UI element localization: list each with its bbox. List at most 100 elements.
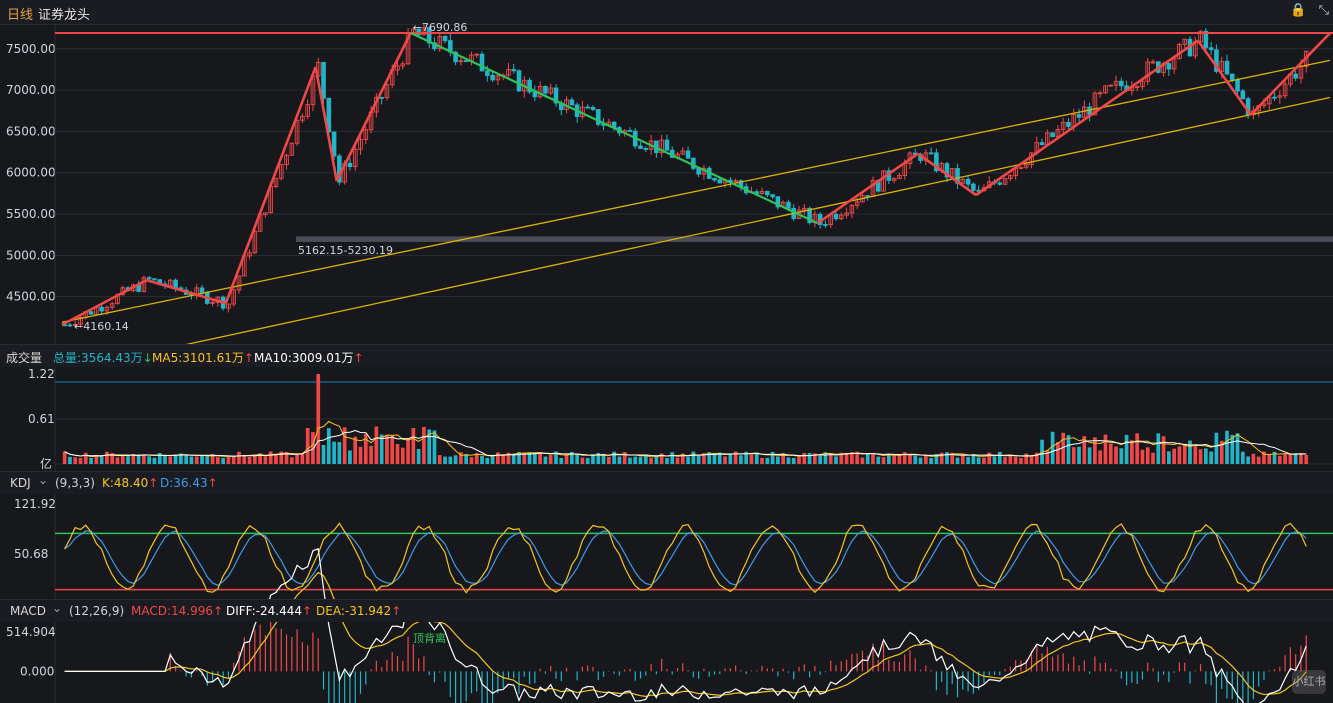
- candle-body: [1208, 47, 1214, 51]
- macd-dea-line: [64, 571, 1307, 698]
- volume-bar: [1277, 455, 1282, 464]
- volume-bar: [1114, 446, 1118, 464]
- volume-bar: [1119, 448, 1124, 464]
- volume-bar: [992, 456, 997, 464]
- candle-body: [897, 175, 902, 180]
- volume-bar: [686, 456, 690, 464]
- title-bar: 日线 证券龙头 🔒 ⤡: [0, 0, 1333, 25]
- volume-bar: [1293, 453, 1298, 464]
- macd-diff-line: [64, 548, 1307, 703]
- volume-bar: [184, 454, 188, 464]
- volume-bar: [723, 456, 727, 464]
- volume-bar: [120, 455, 125, 464]
- volume-bar: [638, 457, 643, 464]
- candle-body: [659, 139, 664, 154]
- macd-dea: DEA:-31.942↑: [316, 604, 401, 618]
- candle-body: [300, 115, 305, 121]
- collapse-icon[interactable]: ⤡: [1318, 3, 1329, 18]
- volume-bar: [274, 454, 278, 464]
- volume-bar: [469, 457, 474, 464]
- volume-bar: [279, 451, 284, 464]
- candle-body: [278, 164, 284, 179]
- volume-bar: [73, 457, 78, 464]
- volume-bar: [860, 457, 865, 464]
- volume-bar: [622, 452, 627, 464]
- candle-body: [1235, 79, 1240, 92]
- volume-bar: [1050, 431, 1055, 464]
- volume-bar: [210, 453, 215, 464]
- volume-bar: [459, 452, 463, 464]
- volume-bar: [781, 453, 786, 464]
- kdj-chevron-down-icon[interactable]: ⌄: [38, 473, 49, 487]
- price-tick-label: 4500.00: [6, 290, 56, 304]
- candle-body: [1092, 92, 1098, 116]
- volume-bar: [453, 455, 458, 464]
- volume-bar: [633, 456, 638, 464]
- candle-body: [685, 150, 691, 159]
- volume-bar: [554, 451, 558, 464]
- volume-bar: [517, 451, 521, 464]
- volume-bar: [1182, 444, 1187, 464]
- volume-ma10-value: MA10:3009.01万: [254, 351, 354, 365]
- volume-bar: [871, 453, 875, 464]
- candle-body: [495, 75, 501, 81]
- volume-bar: [258, 453, 262, 464]
- macd-chevron-down-icon[interactable]: ⌄: [52, 601, 63, 615]
- period-label[interactable]: 日线: [7, 8, 34, 23]
- volume-bar: [1071, 447, 1076, 464]
- volume-bar: [1188, 440, 1192, 464]
- candle-body: [210, 301, 215, 304]
- kdj-k-line: [64, 522, 1307, 594]
- volume-bar: [855, 451, 859, 464]
- volume-bar: [189, 456, 194, 464]
- volume-bar: [511, 454, 516, 464]
- volume-bar: [157, 453, 162, 464]
- candle-body: [1198, 30, 1203, 43]
- volume-header: 成交量 总量:3564.43万↓ MA5:3101.61万↑ MA10:3009…: [0, 344, 1333, 367]
- macd-macd-value: MACD:14.996: [131, 604, 214, 618]
- channel-line: [178, 96, 1331, 347]
- volume-bar: [548, 454, 553, 464]
- volume-bar: [200, 455, 204, 464]
- volume-bar: [913, 455, 918, 464]
- kdj-header: KDJ ⌄ (9,3,3) K:48.40↑ D:36.43↑: [0, 471, 1333, 494]
- kdj-label[interactable]: KDJ: [10, 476, 31, 490]
- volume-bar: [881, 457, 886, 464]
- candle-body: [1050, 132, 1055, 138]
- candle-body: [1097, 92, 1103, 95]
- security-name: 证券龙头: [38, 8, 91, 23]
- candle-body: [437, 36, 443, 50]
- volume-bar: [533, 452, 537, 464]
- volume-bar: [1024, 453, 1029, 464]
- candle-body: [109, 303, 115, 308]
- volume-bar: [580, 457, 585, 464]
- kdj-k-value: K:48.40: [102, 476, 149, 490]
- candle-body: [358, 139, 363, 150]
- macd-label[interactable]: MACD: [10, 604, 46, 618]
- volume-bar: [850, 451, 854, 464]
- candle-body: [421, 27, 427, 36]
- volume-bar: [966, 457, 970, 464]
- volume-bar: [696, 455, 701, 464]
- volume-bar: [1204, 448, 1208, 464]
- volume-bar: [152, 457, 157, 464]
- volume-bar: [374, 426, 379, 464]
- volume-bar: [559, 457, 564, 464]
- candle-body: [1060, 121, 1066, 130]
- volume-bar: [749, 454, 754, 464]
- volume-bar: [284, 452, 289, 464]
- candle-body: [553, 87, 559, 104]
- candle-body: [595, 109, 601, 125]
- trend-segment: [1196, 39, 1252, 116]
- candle-body: [733, 180, 738, 183]
- volume-bar: [707, 452, 712, 464]
- candle-body: [273, 177, 279, 188]
- candle-body: [78, 317, 83, 325]
- lock-icon[interactable]: 🔒: [1290, 3, 1307, 18]
- volume-bar: [437, 455, 442, 464]
- candle-body: [965, 178, 971, 185]
- volume-bar: [596, 452, 601, 464]
- candle-body: [1066, 121, 1071, 127]
- volume-bar: [1262, 451, 1266, 464]
- volume-bar: [1034, 452, 1039, 464]
